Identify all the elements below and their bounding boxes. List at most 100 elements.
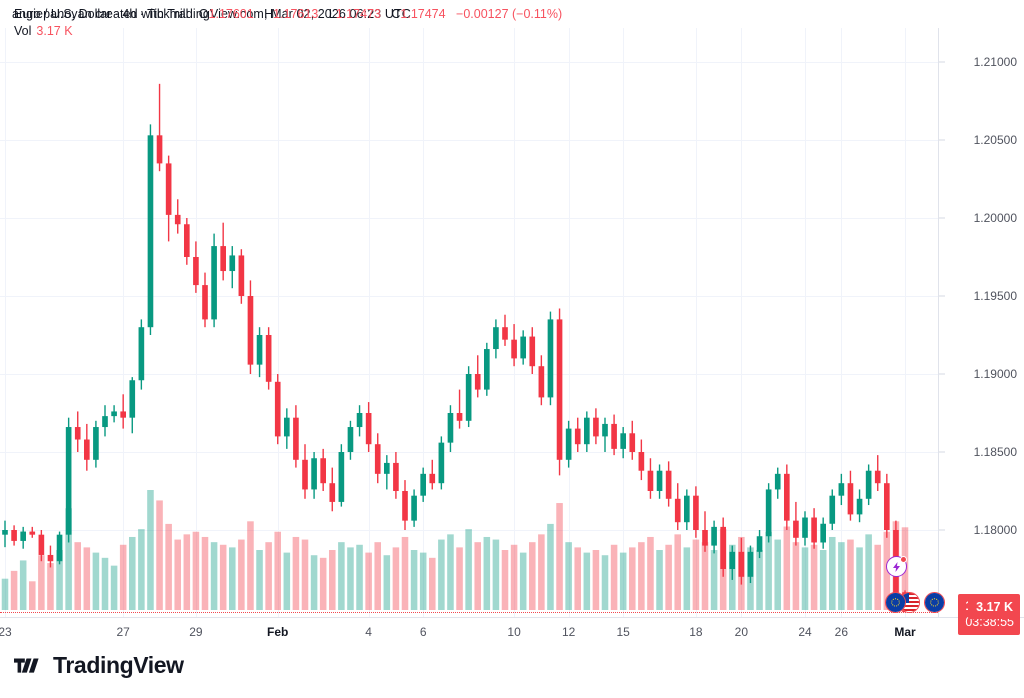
volume-bar: [338, 542, 345, 610]
gridline-vertical: [905, 28, 906, 617]
price-axis-tick-mark: [939, 139, 945, 141]
candle-body-down: [374, 444, 381, 474]
alert-notification-dot: [900, 556, 907, 563]
volume-bar: [347, 547, 354, 610]
time-axis-tick: 6: [419, 625, 427, 639]
candle-body-down: [665, 470, 672, 499]
volume-bar: [19, 560, 27, 610]
price-axis-tick-mark: [939, 295, 945, 297]
volume-bar: [692, 539, 700, 610]
candle-body-down: [265, 335, 272, 382]
price-axis-tick-mark: [939, 529, 945, 531]
gridline-vertical: [423, 28, 424, 617]
price-axis-tick: 1.19500: [973, 289, 1017, 303]
gridline-vertical: [196, 28, 197, 617]
volume-bar: [119, 544, 127, 610]
candle-body-up: [865, 470, 872, 499]
volume-bar: [38, 555, 45, 610]
current-volume-badge: 3.17 K: [968, 597, 1020, 619]
gridline-vertical: [623, 28, 624, 617]
chart-plot-area[interactable]: [0, 28, 938, 617]
volume-bar: [565, 542, 572, 610]
volume-bar: [429, 557, 436, 610]
symbol-flags-eurusd[interactable]: [885, 592, 925, 614]
volume-bar: [819, 550, 827, 610]
current-price-line: [0, 612, 938, 614]
volume-bar: [201, 536, 209, 610]
candle-body-up: [20, 531, 26, 541]
volume-bar: [465, 529, 472, 610]
volume-bar: [419, 552, 427, 610]
price-axis-tick-mark: [939, 217, 945, 219]
candle-body-down: [738, 551, 745, 577]
volume-bar: [601, 555, 609, 610]
volume-bar: [219, 544, 227, 610]
volume-bar: [438, 539, 445, 610]
candle-body-down: [847, 483, 854, 515]
candle-body-down: [429, 473, 436, 484]
gridline-vertical: [805, 28, 806, 617]
candle-body-up: [147, 135, 154, 328]
time-axis-tick: 24: [798, 625, 812, 639]
candle-body-down: [529, 336, 536, 367]
volume-bar: [447, 534, 454, 610]
attribution-text: angiepanoyan created with TradingView.co…: [12, 7, 411, 21]
candle-body-up: [438, 442, 445, 484]
volume-bar: [110, 565, 118, 610]
volume-bar: [683, 547, 691, 610]
candle-body-up: [256, 335, 263, 365]
volume-bar: [801, 547, 809, 610]
volume-bar: [456, 547, 463, 610]
volume-bar: [47, 563, 54, 610]
volume-bar: [192, 531, 200, 610]
volume-bar: [401, 536, 409, 610]
candle-body-up: [347, 427, 354, 452]
candle-body-up: [756, 536, 763, 552]
candle-body-down: [629, 433, 636, 452]
candle-body-down: [202, 285, 208, 320]
time-axis-tick: 29: [189, 625, 203, 639]
volume-bar: [556, 503, 563, 610]
candle-body-up: [447, 413, 454, 443]
volume-bar: [147, 490, 154, 610]
candle-body-up: [620, 433, 626, 449]
candle-body-up: [484, 349, 490, 390]
volume-bar: [56, 550, 63, 610]
candle-body-down: [274, 381, 281, 437]
volume-bar: [138, 529, 145, 610]
candle-body-up: [93, 427, 99, 460]
candle-body-up: [138, 327, 145, 381]
candle-body-down: [574, 428, 581, 445]
gridline-vertical: [741, 28, 742, 617]
gridline-vertical: [5, 28, 6, 617]
volume-bar: [229, 547, 236, 610]
gridline-vertical: [123, 28, 124, 617]
candle-body-up: [102, 416, 108, 428]
volume-bar: [292, 536, 300, 610]
price-axis-tick: 1.20500: [973, 133, 1017, 147]
price-axis[interactable]: 1.21000 1.20500 1.20000 1.19500 1.19000 1.185…: [938, 28, 1024, 617]
lightning-alert-icon[interactable]: [886, 556, 907, 577]
volume-bar: [83, 547, 91, 610]
candle-body-up: [602, 423, 608, 437]
candle-body-up: [565, 428, 572, 460]
volume-bar: [156, 500, 163, 610]
candle-body-down: [120, 411, 126, 418]
candle-body-up: [411, 495, 417, 521]
candle-body-down: [184, 224, 190, 257]
candle-body-down: [84, 439, 90, 460]
candle-body-down: [302, 459, 308, 490]
volume-bar: [583, 552, 591, 610]
candle-body-up: [765, 489, 772, 537]
volume-bar: [256, 550, 263, 610]
price-axis-tick-mark: [939, 373, 945, 375]
volume-bar: [610, 544, 618, 610]
candle-body-up: [829, 495, 836, 524]
volume-bar: [810, 544, 818, 610]
volume-indicator-flag[interactable]: [924, 592, 946, 614]
candle-body-up: [493, 327, 499, 350]
candle-body-down: [11, 530, 17, 541]
candle-body-down: [593, 417, 599, 437]
candle-body-down: [156, 135, 163, 164]
time-axis[interactable]: 23 27 29 Feb 4 6 10 12 15 18 20 24 26 Mar: [0, 617, 1024, 648]
